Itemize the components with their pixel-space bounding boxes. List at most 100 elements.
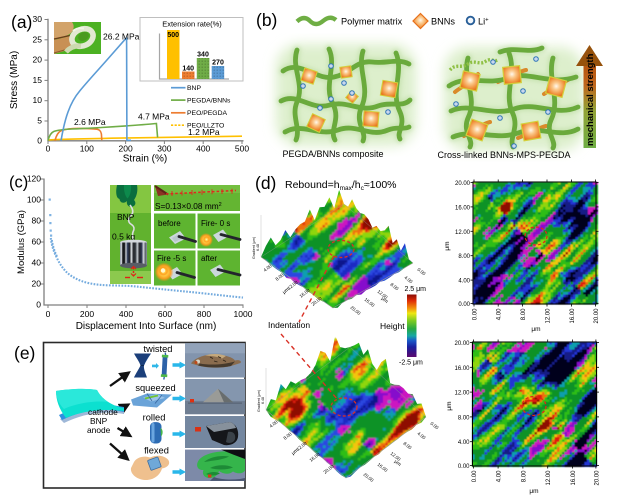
svg-text:12.00: 12.00 [376, 289, 388, 300]
svg-text:20.00: 20.00 [323, 463, 335, 474]
svg-text:μm: μm [291, 448, 300, 457]
svg-text:PEO/PEGDA: PEO/PEGDA [187, 110, 228, 117]
svg-text:1000: 1000 [234, 309, 253, 319]
svg-text:100: 100 [27, 195, 41, 205]
svg-text:Extension rate(%): Extension rate(%) [162, 20, 222, 29]
svg-text:20.00: 20.00 [349, 305, 361, 316]
svg-text:140: 140 [182, 66, 194, 73]
svg-text:4.00: 4.00 [497, 470, 503, 482]
svg-text:4.7 MPa: 4.7 MPa [138, 112, 170, 122]
svg-text:Fire -5 s: Fire -5 s [157, 254, 186, 263]
svg-text:16.00: 16.00 [363, 297, 375, 308]
svg-text:340: 340 [197, 52, 209, 59]
svg-text:0.5 kg: 0.5 kg [112, 232, 135, 242]
svg-text:after: after [201, 254, 217, 263]
svg-text:mechanical strength: mechanical strength [585, 53, 596, 146]
svg-text:400: 400 [119, 309, 133, 319]
svg-text:4.00: 4.00 [497, 308, 503, 320]
svg-text:Stress (MPa): Stress (MPa) [9, 51, 20, 109]
svg-text:μm: μm [531, 326, 540, 333]
svg-text:8.00: 8.00 [275, 272, 285, 282]
svg-text:Gradient (μm): Gradient (μm) [257, 390, 261, 412]
svg-text:10: 10 [33, 95, 43, 105]
svg-text:μm: μm [380, 296, 389, 305]
svg-text:4.00: 4.00 [416, 431, 426, 441]
svg-text:20.00: 20.00 [594, 470, 600, 486]
svg-text:20: 20 [33, 55, 43, 65]
svg-text:rolled: rolled [143, 413, 166, 423]
svg-text:PEGDA/BNNs composite: PEGDA/BNNs composite [282, 149, 383, 159]
svg-text:20.00: 20.00 [455, 181, 471, 187]
svg-text:16.00: 16.00 [376, 462, 388, 473]
svg-text:0: 0 [46, 144, 51, 154]
svg-text:(d): (d) [255, 173, 276, 193]
svg-text:BNNs: BNNs [431, 17, 455, 27]
svg-text:squeezed: squeezed [135, 383, 175, 393]
svg-text:16.00: 16.00 [309, 451, 321, 462]
svg-text:0.00: 0.00 [429, 421, 439, 431]
svg-text:flexed: flexed [144, 446, 169, 456]
svg-text:20.00: 20.00 [362, 472, 374, 483]
svg-text:6.48: 6.48 [261, 397, 265, 404]
svg-text:8.00: 8.00 [521, 470, 527, 482]
svg-text:Cross-linked BNNs-MPS-PEGDA: Cross-linked BNNs-MPS-PEGDA [437, 150, 570, 160]
svg-text:30: 30 [33, 14, 43, 24]
svg-text:80: 80 [32, 216, 42, 226]
svg-text:0.00: 0.00 [472, 470, 478, 482]
svg-text:300: 300 [157, 144, 171, 154]
svg-text:twisted: twisted [144, 344, 173, 354]
svg-text:cathode: cathode [88, 407, 118, 417]
svg-text:(b): (b) [256, 10, 277, 30]
svg-text:μm: μm [529, 488, 538, 495]
svg-text:(e): (e) [14, 343, 35, 363]
svg-text:0: 0 [36, 300, 41, 310]
svg-text:Height: Height [380, 321, 405, 331]
svg-text:Modulus (GPa): Modulus (GPa) [16, 210, 27, 274]
svg-text:BNP: BNP [90, 416, 108, 426]
svg-text:25: 25 [33, 34, 43, 44]
svg-text:8.00: 8.00 [283, 431, 293, 441]
svg-text:0: 0 [46, 309, 51, 319]
svg-text:8.00: 8.00 [389, 282, 399, 292]
svg-text:(c): (c) [9, 174, 28, 192]
svg-text:20.00: 20.00 [594, 308, 600, 324]
svg-text:0.00: 0.00 [416, 267, 426, 277]
svg-text:-2.5 μm: -2.5 μm [399, 360, 423, 367]
svg-text:anode: anode [87, 425, 111, 435]
svg-text:200: 200 [119, 144, 133, 154]
svg-text:μm: μm [446, 401, 453, 410]
svg-text:16.00: 16.00 [455, 205, 471, 211]
svg-text:S=0.13×0.08 mm2: S=0.13×0.08 mm2 [155, 201, 222, 211]
svg-text:120: 120 [27, 174, 41, 184]
svg-text:Rebound=hmax/hc≈100%: Rebound=hmax/hc≈100% [285, 179, 397, 192]
svg-text:PEO/LLZTO: PEO/LLZTO [187, 123, 224, 130]
svg-text:12.00: 12.00 [546, 308, 552, 324]
svg-text:2.5 μm: 2.5 μm [404, 286, 426, 293]
svg-text:500: 500 [167, 32, 179, 39]
svg-text:BNP: BNP [187, 85, 201, 92]
svg-text:15: 15 [33, 75, 43, 85]
svg-text:8.00: 8.00 [458, 254, 470, 260]
svg-text:26.2 MPa: 26.2 MPa [103, 32, 140, 42]
svg-text:(a): (a) [11, 12, 32, 32]
svg-text:16.00: 16.00 [299, 287, 311, 298]
svg-text:4.00: 4.00 [269, 419, 279, 429]
svg-text:μm: μm [444, 241, 451, 250]
svg-text:16.00: 16.00 [454, 366, 470, 372]
svg-text:12.00: 12.00 [546, 470, 552, 486]
svg-text:before: before [158, 219, 181, 228]
svg-text:2.6 MPa: 2.6 MPa [74, 117, 106, 127]
svg-text:BNP: BNP [117, 212, 135, 222]
svg-text:800: 800 [197, 309, 211, 319]
svg-text:20: 20 [32, 279, 42, 289]
svg-text:8.00: 8.00 [458, 415, 470, 421]
svg-text:Gradient (μm): Gradient (μm) [252, 237, 256, 259]
svg-text:5: 5 [37, 116, 42, 126]
svg-text:400: 400 [196, 144, 210, 154]
svg-text:Strain (%): Strain (%) [123, 154, 167, 165]
svg-text:6.48: 6.48 [256, 244, 260, 251]
svg-text:270: 270 [212, 60, 224, 67]
svg-text:40: 40 [32, 258, 42, 268]
svg-text:4.00: 4.00 [458, 279, 470, 285]
svg-text:0.00: 0.00 [458, 464, 470, 470]
